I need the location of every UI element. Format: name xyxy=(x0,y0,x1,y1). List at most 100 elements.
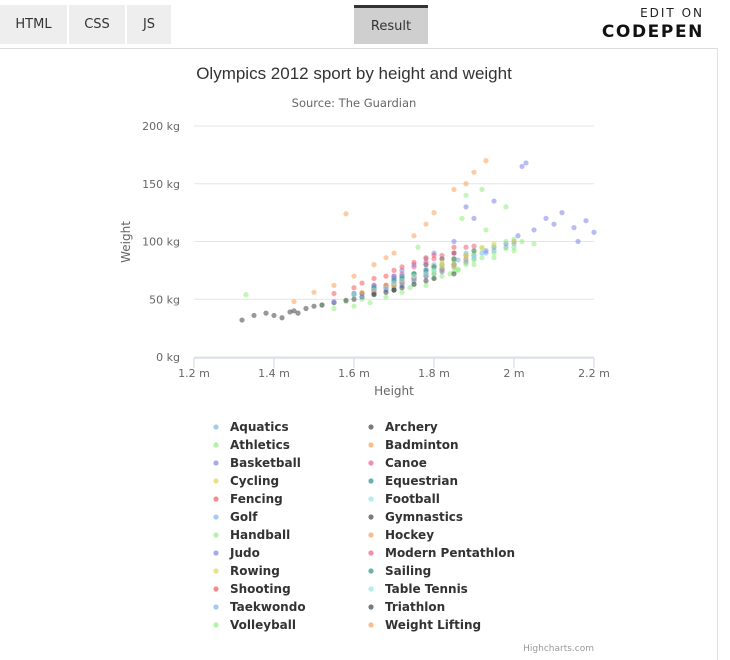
data-point[interactable] xyxy=(383,273,389,279)
legend-item[interactable]: Triathlon xyxy=(368,600,445,614)
data-point[interactable] xyxy=(331,298,337,305)
data-point[interactable] xyxy=(447,271,453,277)
legend-item[interactable]: Badminton xyxy=(368,438,459,452)
data-point[interactable] xyxy=(455,266,461,272)
data-point[interactable] xyxy=(503,245,509,252)
data-point[interactable] xyxy=(411,273,417,279)
legend-item[interactable]: Cycling xyxy=(213,474,279,488)
legend-item[interactable]: Rowing xyxy=(213,564,280,578)
credits-link[interactable]: Highcharts.com xyxy=(523,644,594,654)
data-point[interactable] xyxy=(239,317,245,323)
legend-item[interactable]: Shooting xyxy=(213,582,291,596)
data-point[interactable] xyxy=(243,292,249,298)
data-point[interactable] xyxy=(411,259,417,265)
legend-item[interactable]: Athletics xyxy=(213,438,290,452)
data-point[interactable] xyxy=(451,238,457,245)
data-point[interactable] xyxy=(351,296,357,302)
legend-item[interactable]: Archery xyxy=(368,420,438,434)
data-point[interactable] xyxy=(451,250,457,256)
data-point[interactable] xyxy=(463,252,469,258)
data-point[interactable] xyxy=(439,268,445,275)
data-point[interactable] xyxy=(383,255,389,261)
data-point[interactable] xyxy=(351,303,357,309)
data-point[interactable] xyxy=(331,282,337,288)
data-point[interactable] xyxy=(575,238,581,245)
data-point[interactable] xyxy=(359,280,365,286)
data-point[interactable] xyxy=(287,309,293,315)
data-point[interactable] xyxy=(311,289,317,295)
data-point[interactable] xyxy=(399,278,405,284)
data-point[interactable] xyxy=(391,250,397,256)
data-point[interactable] xyxy=(591,229,597,235)
legend-item[interactable]: Gymnastics xyxy=(368,510,463,524)
data-point[interactable] xyxy=(431,275,437,282)
data-point[interactable] xyxy=(431,252,437,258)
data-point[interactable] xyxy=(471,257,477,263)
data-point[interactable] xyxy=(399,289,405,295)
data-point[interactable] xyxy=(423,282,429,288)
edit-on-codepen-link[interactable]: EDIT ON CODEPEN xyxy=(602,6,710,44)
data-point[interactable] xyxy=(295,310,301,316)
data-point[interactable] xyxy=(439,252,445,258)
data-point[interactable] xyxy=(291,298,297,305)
data-point[interactable] xyxy=(391,280,397,286)
data-point[interactable] xyxy=(463,192,469,198)
legend-item[interactable]: Football xyxy=(368,492,440,506)
legend-item[interactable]: Sailing xyxy=(368,564,431,578)
data-point[interactable] xyxy=(311,303,317,309)
data-point[interactable] xyxy=(451,256,457,262)
data-point[interactable] xyxy=(407,285,413,291)
data-point[interactable] xyxy=(351,292,357,298)
legend-item[interactable]: Hockey xyxy=(368,528,434,542)
data-point[interactable] xyxy=(559,210,565,216)
data-point[interactable] xyxy=(583,218,589,224)
data-point[interactable] xyxy=(371,275,377,282)
data-point[interactable] xyxy=(383,294,389,300)
data-point[interactable] xyxy=(371,287,377,293)
tab-html[interactable]: HTML xyxy=(0,5,67,44)
data-point[interactable] xyxy=(503,238,509,245)
data-point[interactable] xyxy=(415,244,421,250)
data-point[interactable] xyxy=(479,186,485,193)
legend-item[interactable]: Aquatics xyxy=(213,420,289,434)
data-point[interactable] xyxy=(331,290,337,297)
data-point[interactable] xyxy=(531,241,537,247)
data-point[interactable] xyxy=(423,255,429,261)
data-point[interactable] xyxy=(479,244,485,250)
legend-item[interactable]: Volleyball xyxy=(213,618,296,632)
data-point[interactable] xyxy=(391,273,397,279)
data-point[interactable] xyxy=(491,198,497,204)
data-point[interactable] xyxy=(479,250,485,256)
data-point[interactable] xyxy=(371,262,377,268)
data-point[interactable] xyxy=(471,248,477,254)
data-point[interactable] xyxy=(543,215,549,221)
data-point[interactable] xyxy=(371,292,377,298)
data-point[interactable] xyxy=(483,227,489,233)
data-point[interactable] xyxy=(451,264,457,270)
data-point[interactable] xyxy=(483,158,489,164)
data-point[interactable] xyxy=(471,215,477,221)
legend-item[interactable]: Weight Lifting xyxy=(368,618,481,632)
legend-item[interactable]: Fencing xyxy=(213,492,283,506)
legend-item[interactable]: Judo xyxy=(213,546,260,560)
data-point[interactable] xyxy=(451,271,457,277)
tab-result[interactable]: Result xyxy=(354,5,428,44)
data-point[interactable] xyxy=(291,308,297,314)
data-point[interactable] xyxy=(391,287,397,293)
data-point[interactable] xyxy=(263,310,269,316)
data-point[interactable] xyxy=(491,255,497,261)
data-point[interactable] xyxy=(491,250,497,256)
tab-js[interactable]: JS xyxy=(127,5,171,44)
data-point[interactable] xyxy=(351,285,357,291)
data-point[interactable] xyxy=(451,186,457,193)
data-point[interactable] xyxy=(391,267,397,273)
data-point[interactable] xyxy=(439,259,445,265)
data-point[interactable] xyxy=(471,243,477,249)
data-point[interactable] xyxy=(479,255,485,261)
data-point[interactable] xyxy=(431,210,437,216)
legend-item[interactable]: Handball xyxy=(213,528,290,542)
data-point[interactable] xyxy=(331,305,337,312)
data-point[interactable] xyxy=(367,300,373,306)
data-point[interactable] xyxy=(279,315,285,321)
data-point[interactable] xyxy=(463,181,469,187)
